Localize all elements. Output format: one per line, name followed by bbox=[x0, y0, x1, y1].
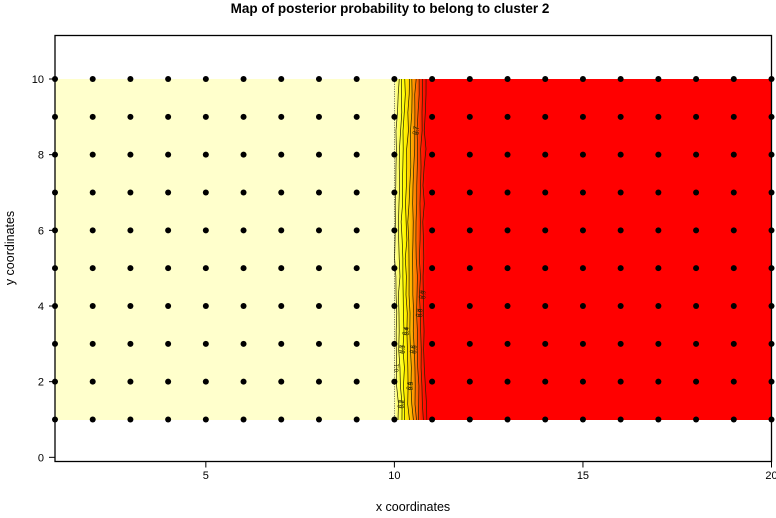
svg-text:5: 5 bbox=[203, 470, 209, 482]
svg-text:10: 10 bbox=[388, 470, 400, 482]
svg-text:8: 8 bbox=[38, 150, 44, 162]
svg-text:0: 0 bbox=[38, 452, 44, 464]
svg-text:x coordinates: x coordinates bbox=[376, 500, 450, 514]
svg-text:6: 6 bbox=[38, 225, 44, 237]
svg-text:0.1: 0.1 bbox=[395, 363, 401, 372]
svg-text:2: 2 bbox=[38, 377, 44, 389]
svg-text:15: 15 bbox=[577, 470, 589, 482]
svg-text:10: 10 bbox=[32, 74, 44, 86]
svg-text:20: 20 bbox=[765, 470, 776, 482]
svg-text:y coordinates: y coordinates bbox=[3, 211, 17, 285]
svg-text:4: 4 bbox=[38, 301, 44, 313]
svg-text:Map of posterior probability t: Map of posterior probability to belong t… bbox=[231, 1, 550, 16]
